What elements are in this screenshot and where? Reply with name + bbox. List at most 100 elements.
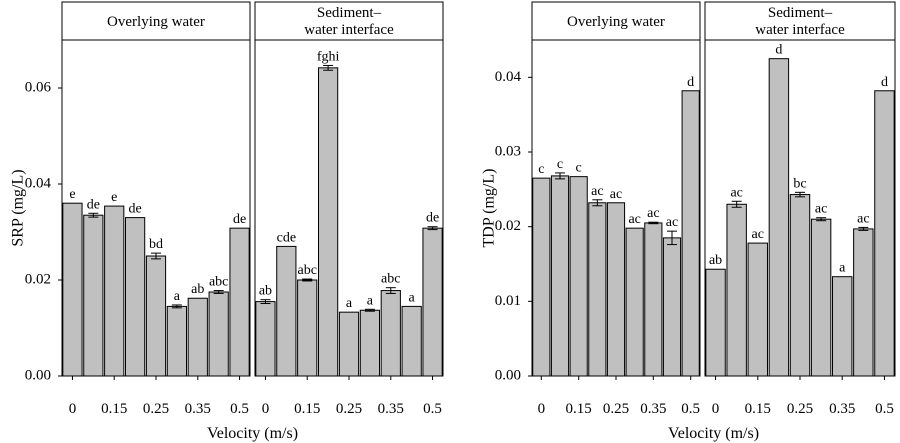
chart1-panel2-x-tick-label: 0: [262, 401, 270, 417]
chart1-panel1-bar: [104, 205, 125, 377]
chart2-panel2-strip: [704, 1, 896, 41]
chart1-panel1-bar: [145, 255, 167, 377]
chart2-x-axis-title: Velocity (m/s): [668, 425, 759, 442]
chart1-panel2-significance-label: abc: [381, 272, 400, 287]
chart2-panel2-x-tick-label: 0.35: [829, 401, 855, 417]
chart1-panel1-bar: [187, 297, 208, 377]
chart1-panel1-bar: [62, 202, 83, 377]
chart2-panel1-x-tick-label: 0.35: [640, 401, 666, 417]
chart2-panel1-x-tick-label: 0: [538, 401, 546, 417]
chart1-panel1-x-tick-label: 0.35: [185, 401, 211, 417]
chart1-panel1-significance-label: e: [111, 190, 117, 205]
chart1-panel2-bar: [380, 290, 401, 377]
chart1-panel1-significance-label: bd: [149, 237, 163, 252]
chart1-panel2-strip-label-line2: water interface: [304, 22, 394, 38]
chart2-panel1-x-tick-label: 0.15: [566, 401, 592, 417]
chart2-panel2-x-tick-label: 0: [712, 401, 720, 417]
chart2-panel1-bar: [644, 222, 663, 377]
chart2-y-tick-label: 0.00: [495, 367, 521, 383]
chart2-panel1-bar: [625, 227, 644, 377]
chart1-panel1-significance-label: abc: [209, 275, 228, 290]
chart2-panel2-bar: [789, 194, 811, 377]
chart1-y-tick-label: 0.04: [25, 175, 52, 191]
chart2-panel1-significance-label: c: [538, 162, 544, 177]
chart1-y-tick-label: 0.06: [25, 79, 52, 95]
chart2-panel2-x-tick-label: 0.25: [787, 401, 813, 417]
chart1-panel2-bar: [359, 309, 380, 377]
chart2-panel1-x-tick-label: 0.5: [681, 401, 700, 417]
chart2-y-tick-label: 0.03: [495, 143, 521, 159]
chart1-panel2-significance-label: a: [346, 296, 353, 311]
chart2-panel2-significance-label: ac: [730, 185, 742, 200]
chart2-panel1-bar: [662, 237, 682, 377]
chart1-panel2-significance-label: de: [426, 211, 439, 226]
chart1-panel1-significance-label: de: [87, 197, 100, 212]
chart1-panel1-bar: [166, 305, 187, 377]
chart1-panel2-significance-label: fghi: [317, 49, 340, 64]
chart2-panel1-bar: [606, 202, 626, 377]
chart2-panel2-strip-label-line2: water interface: [755, 22, 845, 38]
chart2-panel2-x-tick-label: 0.15: [745, 401, 771, 417]
chart2-panel1-significance-label: c: [576, 161, 582, 176]
chart2-y-tick-label: 0.02: [495, 218, 521, 234]
chart1-panel2-bar: [422, 227, 443, 377]
chart1-y-axis-title: SRP (mg/L): [10, 169, 27, 246]
chart1-panel2-significance-label: a: [409, 290, 416, 305]
chart2-panel1-bar: [681, 90, 700, 377]
chart2-panel1-significance-label: ac: [591, 184, 603, 199]
chart2-y-axis-title: TDP (mg/L): [481, 169, 498, 248]
chart2-panel2-bar: [747, 242, 768, 377]
chart2-panel2-bar: [768, 58, 790, 377]
chart2-y-tick-label: 0.04: [495, 69, 522, 85]
chart1-panel2-bar: [255, 301, 276, 377]
chart2-panel2-significance-label: ac: [752, 227, 764, 242]
chart2-panel2-significance-label: a: [839, 261, 846, 276]
chart1-panel1-x-tick-label: 0: [69, 401, 77, 417]
chart1-panel2-strip-label-line1: Sediment–: [317, 5, 382, 21]
chart1-panel1-bar: [83, 214, 104, 377]
chart1-panel2-bar: [276, 245, 297, 377]
chart2-panel1-significance-label: ac: [647, 206, 659, 221]
chart1-panel2-x-tick-label: 0.15: [294, 401, 320, 417]
chart1-panel1-x-tick-label: 0.25: [143, 401, 169, 417]
chart2-panel1-bar: [588, 202, 607, 377]
chart2-panel1-bar: [550, 175, 570, 377]
chart1-panel2-bar: [401, 305, 422, 377]
chart2-panel1-significance-label: ac: [628, 212, 640, 227]
chart2-y-tick-label: 0.01: [495, 293, 521, 309]
chart2-panel1-strip: [531, 1, 701, 41]
chart1-panel1-x-tick-label: 0.5: [230, 401, 249, 417]
chart2-panel2-x-tick-label: 0.5: [875, 401, 894, 417]
chart2-panel1-significance-label: c: [557, 157, 563, 172]
chart1-panel1-significance-label: a: [174, 289, 181, 304]
chart2-panel2-significance-label: ac: [857, 211, 869, 226]
chart1-panel1-strip-label: Overlying water: [107, 14, 205, 30]
chart1-panel1-strip: [61, 1, 251, 41]
chart1-panel2-significance-label: abc: [298, 263, 317, 278]
chart1-panel2-significance-label: ab: [259, 284, 272, 299]
chart2-panel2-bar: [874, 90, 895, 377]
chart1-panel1-significance-label: de: [129, 202, 142, 217]
chart1-panel1-significance-label: e: [69, 187, 75, 202]
chart1-panel2-significance-label: cde: [277, 230, 296, 245]
chart1-panel1-significance-label: de: [233, 212, 246, 227]
chart2-panel2-significance-label: ac: [815, 202, 827, 217]
chart1-y-tick-label: 0.00: [25, 367, 51, 383]
chart1-panel2-bar: [297, 279, 318, 377]
chart2-panel1-significance-label: ac: [610, 187, 622, 202]
chart1-panel1-bar: [208, 291, 229, 377]
chart2-panel1-significance-label: d: [687, 75, 694, 90]
chart2-panel2-bar: [832, 276, 853, 377]
chart2-panel2-strip-label-line1: Sediment–: [768, 5, 833, 21]
chart2-panel2-significance-label: d: [775, 43, 782, 58]
chart1-panel2-bar: [338, 311, 360, 377]
chart1-panel1-x-tick-label: 0.15: [101, 401, 127, 417]
chart2-panel2-significance-label: bc: [793, 176, 806, 191]
chart2-panel2-bar: [810, 218, 832, 377]
chart2-panel1-bar: [569, 176, 588, 377]
chart1-panel2-x-tick-label: 0.35: [378, 401, 404, 417]
chart1-panel2-x-tick-label: 0.25: [336, 401, 362, 417]
chart2-panel2-significance-label: ab: [709, 253, 722, 268]
chart1-panel2-bar: [318, 67, 339, 377]
